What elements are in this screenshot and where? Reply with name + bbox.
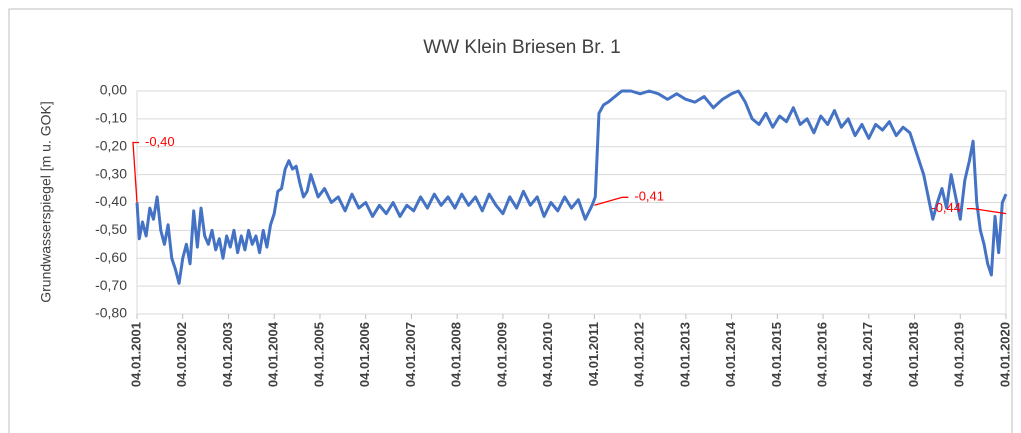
x-tick-label: 04.01.2005 [311, 322, 326, 387]
y-tick-label: -0,40 [95, 193, 127, 209]
annotation: -0,40 [145, 134, 175, 149]
annotation-leader [594, 196, 629, 206]
annotation: -0,41 [634, 189, 664, 204]
x-tick-label: 04.01.2006 [357, 322, 372, 387]
x-tick-label: 04.01.2016 [814, 322, 829, 387]
y-tick-label: -0,20 [95, 137, 127, 153]
x-tick-label: 04.01.2003 [220, 322, 235, 387]
annotation-leader [132, 141, 139, 203]
x-tick-label: 04.01.2001 [128, 322, 143, 387]
x-tick-label: 04.01.2008 [449, 322, 464, 387]
x-tick-label: 04.01.2002 [174, 322, 189, 387]
y-tick-label: -0,50 [95, 221, 127, 237]
x-tick-label: 04.01.2012 [632, 322, 647, 387]
x-tick-label: 04.01.2020 [997, 322, 1012, 387]
x-tick-label: 04.01.2007 [403, 322, 418, 387]
y-tick-label: -0,70 [95, 277, 127, 293]
chart-border [8, 8, 1013, 433]
x-tick-label: 04.01.2014 [723, 321, 738, 387]
y-tick-label: -0,60 [95, 249, 127, 265]
y-tick-label: 0,00 [100, 82, 127, 98]
y-axis-label: Grundwasserspiegel [m u. GOK] [38, 101, 54, 303]
x-tick-label: 04.01.2015 [769, 322, 784, 387]
annotation: -0,44 [931, 200, 961, 215]
x-tick-label: 04.01.2010 [540, 322, 555, 387]
x-tick-label: 04.01.2017 [860, 322, 875, 387]
x-tick-label: 04.01.2009 [494, 322, 509, 387]
y-tick-label: -0,10 [95, 110, 127, 126]
annotation-leader [967, 208, 1007, 215]
x-tick-label: 04.01.2013 [677, 322, 692, 387]
x-tick-label: 04.01.2011 [586, 322, 601, 386]
y-tick-label: -0,30 [95, 165, 127, 181]
x-tick-label: 04.01.2004 [266, 321, 281, 387]
x-tick-label: 04.01.2019 [952, 322, 967, 387]
y-tick-label: -0,80 [95, 305, 127, 321]
data-line [135, 89, 1008, 285]
chart-title: WW Klein Briesen Br. 1 [423, 37, 620, 58]
x-tick-label: 04.01.2018 [906, 322, 921, 387]
